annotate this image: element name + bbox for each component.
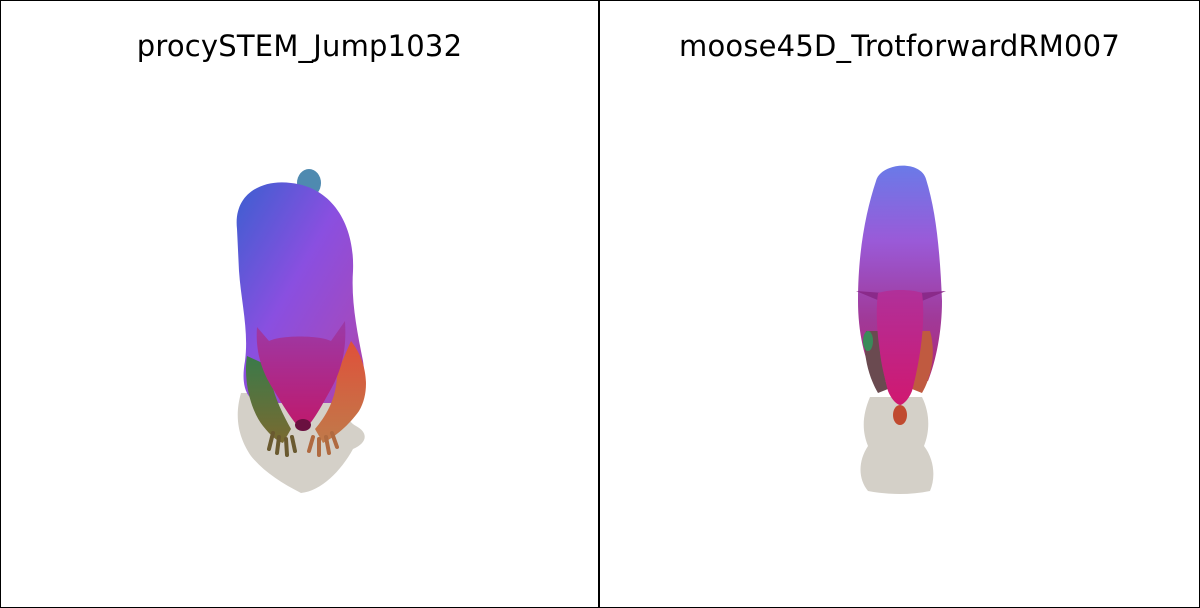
right-paw [307,431,339,457]
procyon-mesh-render [236,169,366,493]
shadow [860,397,934,494]
snout [893,405,907,425]
moose-mesh-render [856,165,946,494]
panel-title-right: moose45D_TrotforwardRM007 [679,29,1120,63]
right-ear [918,291,946,301]
panel-title-left: procySTEM_Jump1032 [136,29,463,63]
front-right-leg [912,331,933,393]
left-ear [856,291,884,301]
front-left-leg [245,356,291,443]
left-shoulder-patch [863,331,873,351]
left-paw [267,431,297,457]
head [876,290,924,405]
nose [295,419,311,431]
head [256,321,346,431]
front-right-leg [315,341,366,443]
panel-left: procySTEM_Jump1032 [0,0,600,608]
panel-right: moose45D_TrotforwardRM007 [600,0,1200,608]
